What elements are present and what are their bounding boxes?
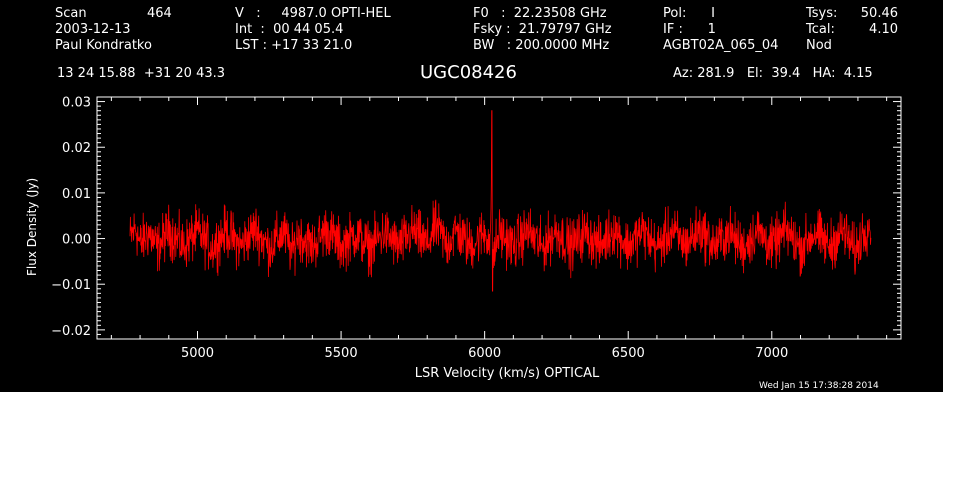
spectrum-panel: Scan 464 2003-12-13 Paul Kondratko V : 4… xyxy=(0,0,943,392)
pol-info: Pol: I xyxy=(663,6,715,21)
fsky-info: Fsky : 21.79797 GHz xyxy=(473,22,612,37)
x-axis-label: LSR Velocity (km/s) OPTICAL xyxy=(415,366,600,381)
scan-number: 464 xyxy=(147,6,172,21)
plot-timestamp: Wed Jan 15 17:38:28 2014 xyxy=(759,381,879,391)
obs-date: 2003-12-13 xyxy=(55,22,131,37)
y-tick-label: 0.03 xyxy=(62,96,91,111)
tsys-label: Tsys: xyxy=(806,6,838,21)
y-tick-label: 0.01 xyxy=(62,187,91,202)
tcal-value: 4.10 xyxy=(869,22,898,37)
source-coordinates: 13 24 15.88 +31 20 43.3 xyxy=(57,66,226,81)
x-tick-label: 6000 xyxy=(468,346,501,361)
spectrum-trace xyxy=(129,110,872,292)
scan-label: Scan xyxy=(55,6,87,21)
f0-info: F0 : 22.23508 GHz xyxy=(473,6,607,21)
plot-frame xyxy=(96,96,902,340)
integration-info: Int : 00 44 05.4 xyxy=(235,22,344,37)
x-tick-label: 5500 xyxy=(325,346,358,361)
source-name: UGC08426 xyxy=(420,62,517,83)
nod-label: Nod xyxy=(806,38,832,53)
spectrum-plot: 5000 5500 6000 6500 7000 −0.02 −0.01 0.00 0.01 0.… xyxy=(51,96,902,381)
x-tick-label: 6500 xyxy=(612,346,645,361)
observer-name: Paul Kondratko xyxy=(55,38,152,53)
tcal-label: Tcal: xyxy=(806,22,835,37)
y-tick-label: 0.02 xyxy=(62,141,91,156)
y-tick-label: −0.01 xyxy=(51,278,91,293)
velocity-info: V : 4987.0 OPTI-HEL xyxy=(235,6,391,21)
x-tick-label: 5000 xyxy=(181,346,214,361)
az-el-ha: Az: 281.9 El: 39.4 HA: 4.15 xyxy=(673,66,873,81)
x-tick-label: 7000 xyxy=(755,346,788,361)
project-id: AGBT02A_065_04 xyxy=(663,38,779,53)
bw-info: BW : 200.0000 MHz xyxy=(473,38,610,53)
tsys-value: 50.46 xyxy=(860,6,898,21)
lst-info: LST : +17 33 21.0 xyxy=(235,38,353,53)
if-info: IF : 1 xyxy=(663,22,716,37)
y-tick-label: 0.00 xyxy=(62,233,91,248)
y-tick-label: −0.02 xyxy=(51,324,91,339)
